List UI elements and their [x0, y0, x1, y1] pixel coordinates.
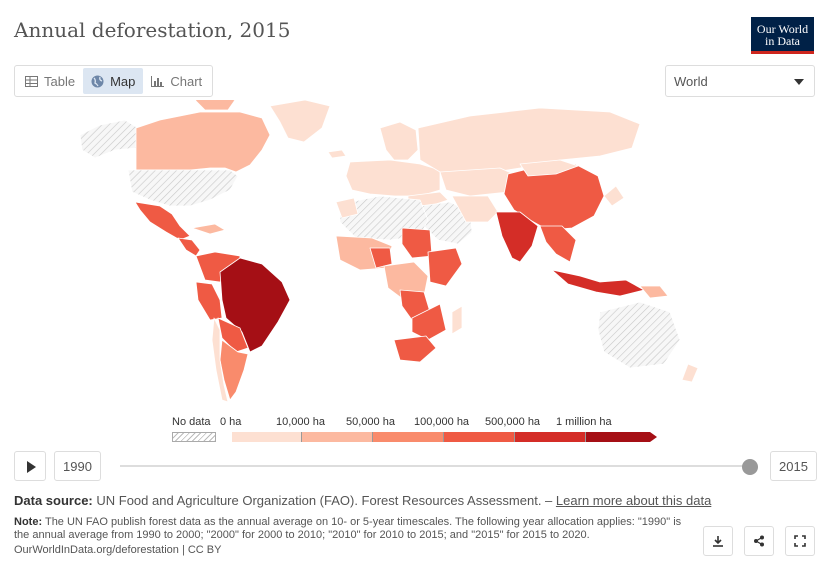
map-region-south-africa[interactable] — [393, 335, 437, 363]
chart-icon — [151, 75, 165, 87]
map-region-papua-new-guinea[interactable] — [639, 285, 669, 299]
map-region-mongolia[interactable] — [519, 159, 579, 177]
region-select-value: World — [674, 74, 708, 89]
tab-table[interactable]: Table — [17, 68, 83, 94]
map-region-scandinavia[interactable] — [379, 121, 419, 161]
source-url[interactable]: OurWorldInData.org/deforestation | CC BY — [14, 544, 222, 556]
learn-more-link[interactable]: Learn more about this data — [555, 493, 712, 508]
legend-no-data-swatch — [172, 432, 216, 442]
timeline-handle[interactable] — [742, 459, 758, 475]
map-region-alaska[interactable] — [79, 119, 139, 159]
map-region-madagascar[interactable] — [451, 305, 463, 335]
timeline-track[interactable] — [120, 465, 750, 467]
download-button[interactable] — [703, 526, 733, 556]
data-source-label: Data source: — [14, 493, 93, 508]
legend-swatch-4[interactable] — [515, 432, 586, 442]
map-region-east-africa[interactable] — [427, 247, 463, 287]
legend-no-data-label: No data — [172, 416, 211, 428]
legend-label-0: 0 ha — [220, 416, 242, 428]
map-region-bolivia-paraguay[interactable] — [217, 317, 249, 353]
legend-swatch-1[interactable] — [302, 432, 373, 442]
data-source: Data source: UN Food and Agriculture Org… — [14, 493, 711, 508]
fullscreen-icon — [794, 535, 806, 547]
legend-label-5: 1 million ha — [556, 416, 612, 428]
map-region-brazil[interactable] — [219, 257, 291, 353]
map-region-india[interactable] — [495, 211, 539, 263]
legend-arrow-icon — [650, 432, 657, 442]
map-region-indonesia[interactable] — [551, 269, 645, 297]
share-icon — [754, 535, 764, 547]
map-region-morocco[interactable] — [335, 197, 359, 219]
table-icon — [25, 75, 38, 87]
logo-bar — [751, 51, 814, 54]
share-button[interactable] — [744, 526, 774, 556]
legend-label-4: 500,000 ha — [485, 416, 541, 428]
region-select[interactable]: World — [665, 65, 815, 97]
map-region-mexico[interactable] — [134, 201, 191, 241]
note-text: The UN FAO publish forest data as the an… — [14, 516, 682, 541]
map-region-new-zealand[interactable] — [681, 363, 699, 383]
download-icon — [713, 536, 723, 547]
map-region-sudan[interactable] — [401, 227, 433, 259]
map-region-nigeria[interactable] — [369, 247, 393, 269]
legend-label-3: 100,000 ha — [414, 416, 470, 428]
map-region-southeast-asia[interactable] — [539, 225, 577, 263]
globe-icon — [91, 75, 104, 87]
legend-swatch-3[interactable] — [444, 432, 515, 442]
legend-swatch-0[interactable] — [232, 432, 302, 442]
map-region-australia[interactable] — [597, 301, 681, 369]
note-label: Note: — [14, 516, 43, 528]
tab-chart-label: Chart — [170, 73, 203, 89]
map-region-caribbean[interactable] — [191, 223, 226, 235]
timeline-end-year[interactable]: 2015 — [770, 451, 817, 481]
legend-label-2: 50,000 ha — [346, 416, 395, 428]
map-legend: No data 0 ha 10,000 ha 50,000 ha 100,000… — [0, 412, 827, 446]
timeline-start-year[interactable]: 1990 — [54, 451, 101, 481]
owid-logo[interactable]: Our World in Data — [751, 17, 814, 54]
map-region-usa[interactable] — [127, 169, 239, 207]
legend-swatch-2[interactable] — [373, 432, 444, 442]
legend-swatch-5[interactable] — [586, 432, 650, 442]
map-region-europe[interactable] — [345, 159, 441, 197]
map-region-canada[interactable] — [135, 111, 271, 173]
map-region-central-america[interactable] — [177, 237, 201, 257]
map-region-iran-afghanistan[interactable] — [451, 195, 499, 223]
view-tabs: Table Map Chart — [14, 65, 214, 97]
map-region-middle-east[interactable] — [419, 201, 473, 245]
play-button[interactable] — [14, 451, 46, 481]
map-region-angola-zambia[interactable] — [411, 303, 447, 341]
data-source-text: UN Food and Agriculture Organization (FA… — [96, 493, 553, 508]
map-region-greenland[interactable] — [269, 100, 331, 143]
tab-map-label: Map — [110, 73, 136, 89]
map-region-chile[interactable] — [211, 317, 229, 403]
chevron-down-icon — [794, 79, 804, 85]
map-region-iceland[interactable] — [327, 149, 347, 159]
tab-map[interactable]: Map — [83, 68, 144, 94]
map-region-peru[interactable] — [195, 281, 223, 321]
chart-note: Note: The UN FAO publish forest data as … — [14, 516, 694, 542]
legend-label-1: 10,000 ha — [276, 416, 325, 428]
map-region-arctic-islands[interactable] — [194, 100, 236, 111]
map-region-japan-korea[interactable] — [603, 185, 625, 207]
fullscreen-button[interactable] — [785, 526, 815, 556]
tab-table-label: Table — [44, 73, 76, 89]
logo-line-2: in Data — [765, 34, 800, 48]
logo-line-1: Our World — [756, 22, 809, 36]
world-map[interactable] — [0, 100, 827, 410]
tab-chart[interactable]: Chart — [143, 68, 210, 94]
page-title: Annual deforestation, 2015 — [14, 18, 291, 42]
